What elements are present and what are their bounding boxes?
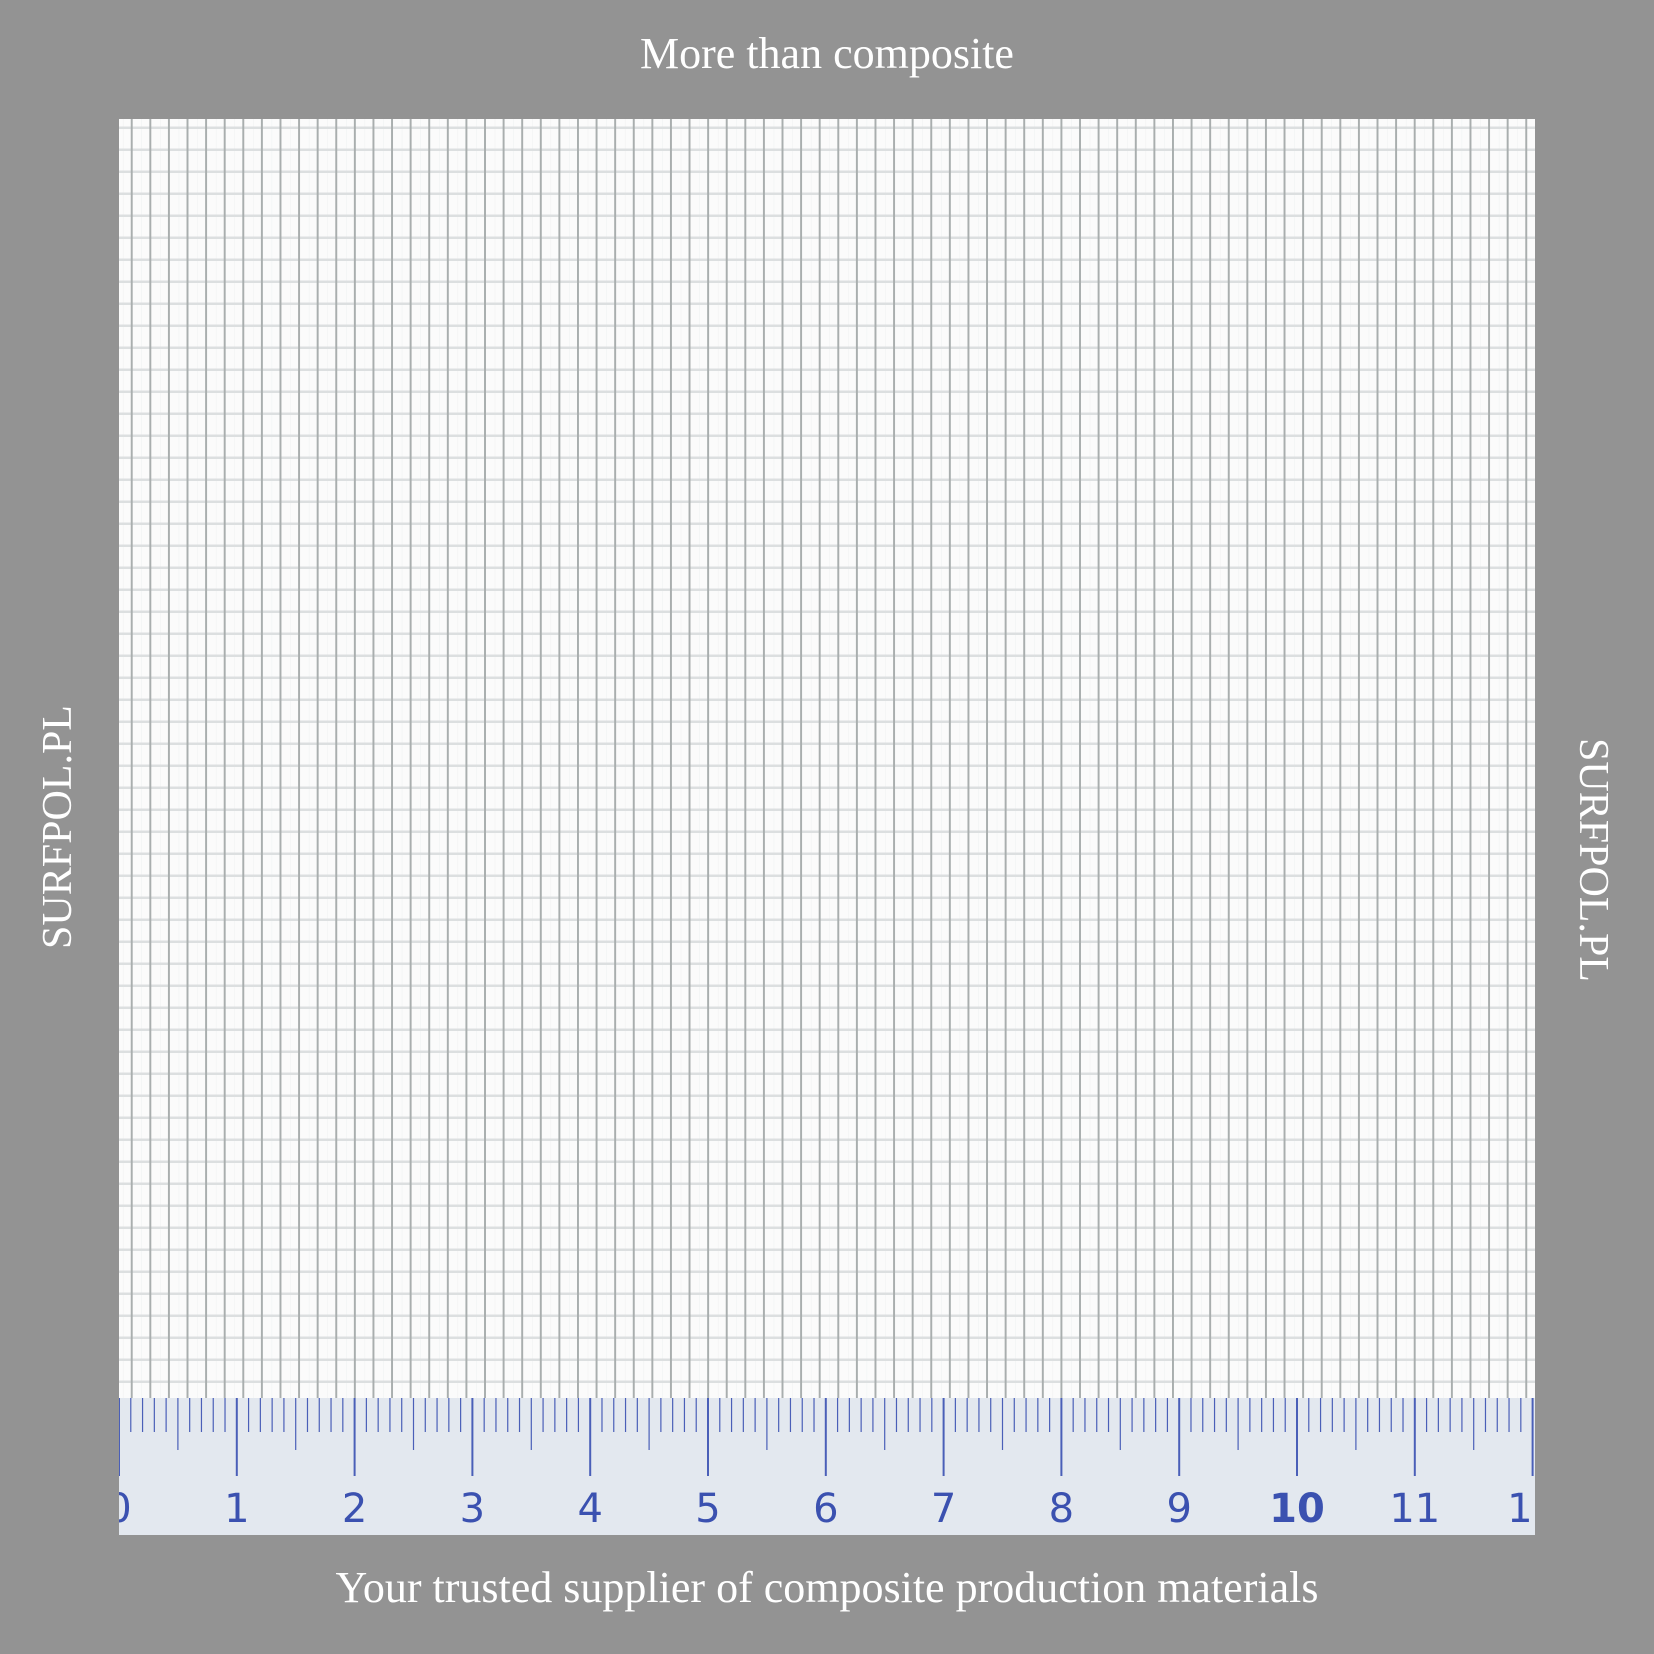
fabric-photo: [119, 119, 1535, 1398]
ruler-label: 1: [224, 1486, 249, 1532]
footer-tagline: Your trusted supplier of composite produ…: [335, 1563, 1319, 1612]
ruler-scale: 0123456789101112: [119, 1398, 1535, 1532]
ruler-label: 9: [1166, 1486, 1191, 1532]
ruler-label: 11: [1389, 1486, 1440, 1532]
ruler-label: 5: [695, 1486, 720, 1532]
ruler-label: 8: [1049, 1486, 1074, 1532]
header-title: More than composite: [640, 29, 1014, 78]
ruler: 0123456789101112: [119, 1398, 1535, 1535]
ruler-label: 3: [460, 1486, 485, 1532]
side-brand: SURFPOL.PL: [1570, 738, 1616, 982]
ruler-label: 4: [577, 1486, 602, 1532]
ruler-label: 0: [119, 1486, 132, 1532]
ruler-label: 10: [1269, 1486, 1325, 1532]
ruler-label: 6: [813, 1486, 838, 1532]
ruler-label: 7: [931, 1486, 956, 1532]
ruler-label: 12: [1507, 1486, 1535, 1532]
ruler-label: 2: [342, 1486, 367, 1532]
side-brand: SURFPOL.PL: [35, 705, 81, 949]
